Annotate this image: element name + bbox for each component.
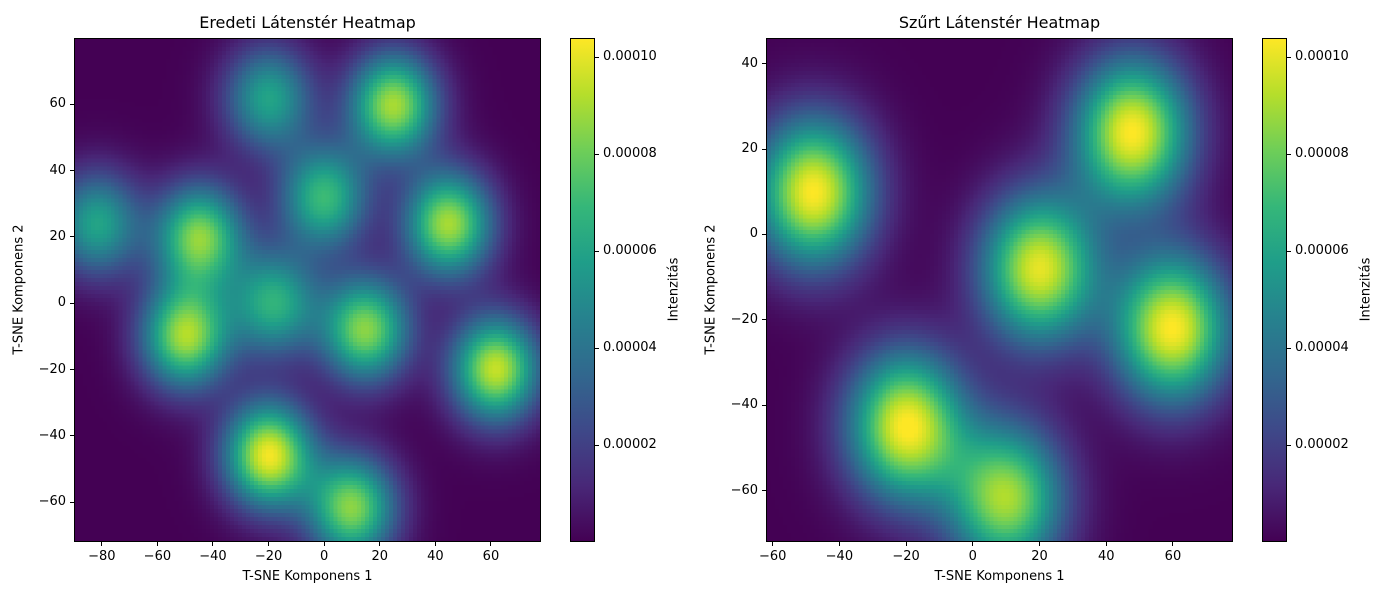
- y-tick-label: 40: [741, 55, 758, 71]
- x-tick-label: 40: [427, 549, 444, 564]
- colorbar-tick-mark: [595, 347, 599, 349]
- x-axis-label: T-SNE Komponens 1: [242, 569, 373, 584]
- colorbar: [570, 38, 595, 542]
- x-axis-label: T-SNE Komponens 1: [934, 569, 1065, 584]
- x-tick-label: −20: [892, 549, 920, 564]
- y-tick-mark: [70, 369, 74, 371]
- x-tick-label: −60: [758, 549, 787, 564]
- y-tick-label: 0: [57, 295, 66, 311]
- x-tick-label: 20: [371, 549, 389, 564]
- y-tick-label: 20: [741, 141, 758, 157]
- colorbar-tick-mark: [1287, 444, 1291, 446]
- x-tick-mark: [323, 542, 325, 546]
- colorbar-tick-mark: [1287, 153, 1291, 155]
- colorbar-tick-label: 0.00002: [603, 437, 657, 453]
- x-tick-mark: [972, 542, 974, 546]
- y-tick-label: 20: [49, 228, 66, 244]
- x-tick-mark: [772, 542, 774, 546]
- colorbar: [1262, 38, 1287, 542]
- y-tick-label: 0: [749, 226, 758, 242]
- colorbar-tick-label: 0.00010: [1295, 49, 1349, 65]
- y-tick-label: −20: [730, 311, 758, 327]
- colorbar-tick-mark: [595, 444, 599, 446]
- colorbar-tick-label: 0.00006: [1295, 243, 1349, 259]
- colorbar-tick-mark: [1287, 250, 1291, 252]
- colorbar-tick-label: 0.00008: [1295, 146, 1349, 162]
- chart-title: Szűrt Látenstér Heatmap: [898, 13, 1101, 32]
- x-tick-label: 40: [1097, 549, 1115, 564]
- colorbar-tick-label: 0.00008: [603, 146, 657, 162]
- x-tick-mark: [434, 542, 436, 546]
- y-tick-mark: [762, 148, 766, 150]
- y-axis-label: T-SNE Komponens 2: [11, 224, 27, 355]
- chart-title: Eredeti Látenstér Heatmap: [199, 13, 416, 32]
- x-tick-mark: [905, 542, 907, 546]
- x-tick-mark: [1172, 542, 1174, 546]
- x-tick-mark: [490, 542, 492, 546]
- x-tick-label: 60: [1164, 549, 1182, 564]
- y-tick-mark: [70, 236, 74, 238]
- colorbar-tick-label: 0.00004: [603, 340, 657, 356]
- x-tick-mark: [156, 542, 158, 546]
- y-tick-label: 60: [49, 96, 66, 112]
- x-tick-label: −60: [143, 549, 172, 564]
- colorbar-label: Intenzitás: [666, 257, 682, 322]
- heatmap-image: [75, 39, 540, 541]
- colorbar-tick-label: 0.00006: [603, 243, 657, 259]
- x-tick-label: −80: [88, 549, 116, 564]
- x-tick-label: −40: [825, 549, 854, 564]
- x-tick-mark: [1105, 542, 1107, 546]
- y-tick-label: −60: [38, 494, 66, 510]
- y-tick-label: −40: [730, 397, 758, 413]
- x-tick-mark: [268, 542, 270, 546]
- y-tick-mark: [70, 302, 74, 304]
- colorbar-tick-mark: [1287, 347, 1291, 349]
- colorbar-tick-mark: [1287, 56, 1291, 58]
- y-tick-mark: [762, 233, 766, 235]
- y-tick-mark: [70, 435, 74, 437]
- y-tick-mark: [70, 501, 74, 503]
- y-tick-mark: [70, 170, 74, 172]
- x-tick-mark: [838, 542, 840, 546]
- x-tick-mark: [1039, 542, 1041, 546]
- colorbar-tick-mark: [595, 153, 599, 155]
- x-tick-mark: [212, 542, 214, 546]
- y-tick-mark: [70, 103, 74, 105]
- colorbar-tick-mark: [595, 250, 599, 252]
- colorbar-tick-label: 0.00004: [1295, 340, 1349, 356]
- x-tick-label: 0: [320, 549, 329, 564]
- heatmap-plot-area: [74, 38, 541, 542]
- colorbar-tick-label: 0.00010: [603, 49, 657, 65]
- colorbar-label: Intenzitás: [1358, 257, 1374, 322]
- y-tick-label: −40: [38, 427, 66, 443]
- x-tick-label: −20: [254, 549, 283, 564]
- y-tick-label: −60: [730, 482, 758, 498]
- y-tick-label: −20: [38, 361, 66, 377]
- x-tick-mark: [379, 542, 381, 546]
- heatmap-image: [767, 39, 1232, 541]
- y-tick-mark: [762, 490, 766, 492]
- y-tick-label: 40: [49, 162, 66, 178]
- heatmap-plot-area: [766, 38, 1233, 542]
- y-tick-mark: [762, 319, 766, 321]
- y-axis-label: T-SNE Komponens 2: [703, 224, 719, 355]
- x-tick-label: 20: [1031, 549, 1048, 564]
- y-tick-mark: [762, 404, 766, 406]
- x-tick-label: 60: [482, 549, 500, 564]
- colorbar-tick-mark: [595, 56, 599, 58]
- x-tick-mark: [101, 542, 103, 546]
- x-tick-label: 0: [968, 549, 977, 564]
- y-tick-mark: [762, 63, 766, 65]
- colorbar-tick-label: 0.00002: [1295, 437, 1349, 453]
- x-tick-label: −40: [199, 549, 227, 564]
